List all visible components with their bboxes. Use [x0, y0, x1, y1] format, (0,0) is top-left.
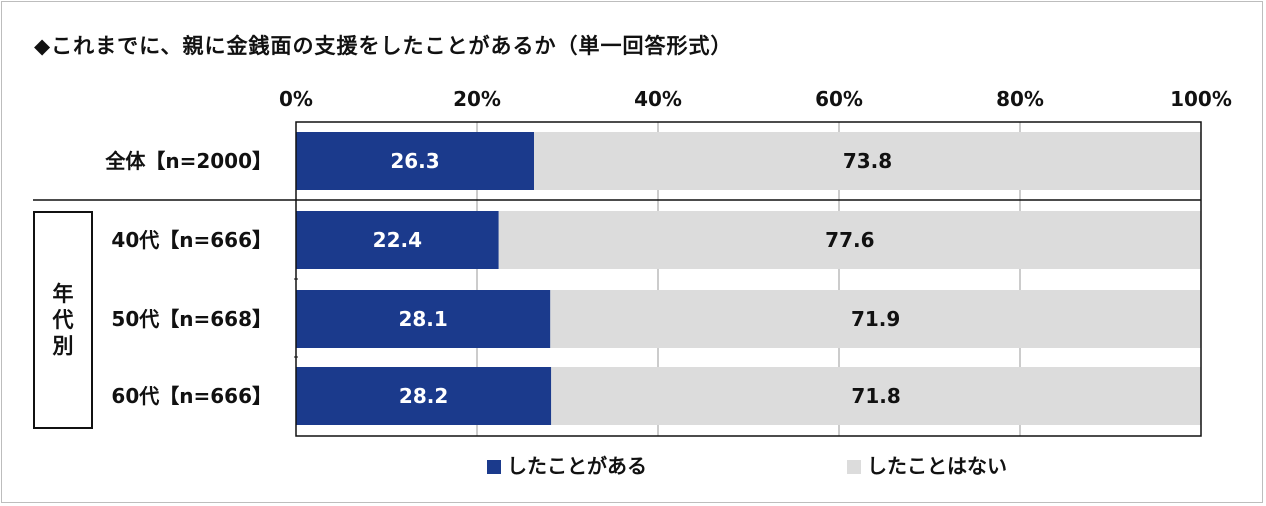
category-label: 全体【n=2000】: [104, 149, 272, 173]
bar-segment: [534, 132, 1201, 190]
data-label: 22.4: [373, 228, 422, 252]
bar-segment: [296, 290, 551, 348]
category-label: 40代【n=666】: [111, 228, 272, 252]
data-label: 26.3: [390, 149, 439, 173]
legend-swatch-has: [487, 460, 501, 474]
data-label: 71.9: [851, 307, 900, 331]
data-label: 73.8: [843, 149, 892, 173]
bar-segment: [296, 211, 499, 269]
x-tick-label: 0%: [279, 87, 313, 111]
bar-segment: [296, 132, 535, 190]
chart-title: ◆これまでに、親に金銭面の支援をしたことがあるか（単一回答形式）: [34, 34, 733, 58]
data-label: 28.2: [399, 384, 448, 408]
data-label: 28.1: [398, 307, 447, 331]
data-label: 77.6: [825, 228, 874, 252]
bar-segment: [498, 211, 1202, 269]
legend-item-has: したことがある: [487, 450, 647, 479]
legend-item-not: したことはない: [847, 450, 1007, 479]
x-tick-label: 100%: [1170, 87, 1232, 111]
bar-segment: [296, 367, 552, 425]
x-tick-label: 80%: [996, 87, 1044, 111]
x-tick-label: 60%: [815, 87, 863, 111]
legend-swatch-not: [847, 460, 861, 474]
bar-segment: [551, 367, 1201, 425]
bar-segment: [550, 290, 1201, 348]
x-tick-label: 40%: [634, 87, 682, 111]
legend-label-has: したことがある: [507, 454, 647, 478]
age-group-label-char: 代: [52, 308, 74, 332]
age-group-label-char: 別: [52, 334, 74, 358]
legend-label-not: したことはない: [867, 454, 1007, 478]
age-group-label-box: 年 代 別: [33, 211, 93, 429]
category-label: 50代【n=668】: [111, 307, 272, 331]
x-tick-label: 20%: [453, 87, 501, 111]
age-group-label-char: 年: [52, 282, 74, 306]
category-label: 60代【n=666】: [111, 384, 272, 408]
data-label: 71.8: [851, 384, 900, 408]
